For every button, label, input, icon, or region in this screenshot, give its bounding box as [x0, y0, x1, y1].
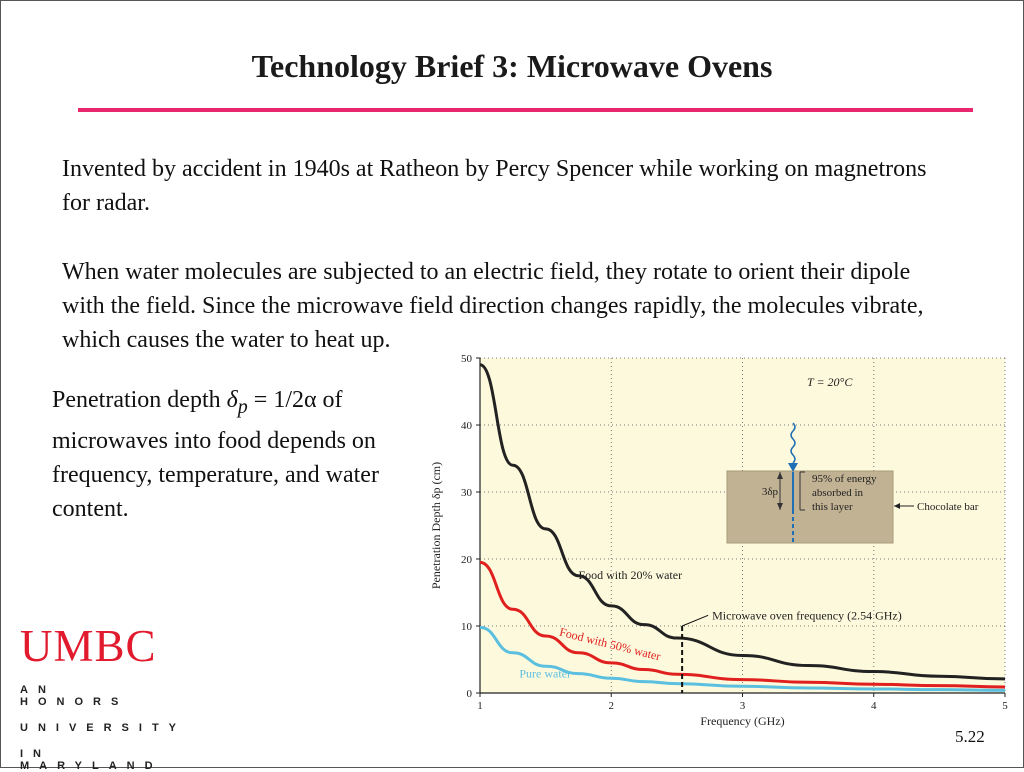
paragraph-invention: Invented by accident in 1940s at Ratheon… [62, 156, 927, 216]
depth-label: 3δp [762, 486, 779, 498]
x-tick-label: 4 [871, 700, 877, 712]
x-tick-label: 1 [477, 700, 483, 712]
delta-subscript: p [237, 395, 248, 418]
x-tick-label: 2 [609, 700, 615, 712]
frequency-marker: Microwave oven frequency (2.54 GHz) [681, 608, 902, 693]
marker-label: Microwave oven frequency (2.54 GHz) [712, 608, 902, 622]
series-label-pure-water: Pure water [519, 667, 571, 681]
temperature-label: T = 20°C [807, 375, 853, 389]
chocolate-pointer-head [894, 503, 900, 509]
side-text-start: Penetration depth [52, 387, 227, 413]
logo-line-3: IN MARYLAND [20, 748, 163, 772]
logo-line-2: UNIVERSITY [20, 722, 187, 734]
x-tick-label: 5 [1002, 700, 1008, 712]
title-underline [78, 108, 973, 112]
arrow-head [788, 463, 798, 472]
y-tick-label: 50 [461, 353, 473, 365]
energy-label-3: this layer [812, 501, 853, 513]
y-axis-label: Penetration Depth δp (cm) [429, 462, 443, 589]
y-tick-label: 30 [461, 487, 473, 499]
chocolate-bar [726, 470, 894, 544]
depth-arrow-down [777, 503, 783, 510]
y-tick-label: 10 [461, 621, 473, 633]
side-text-end: = 1/2α of microwaves into food depends o… [52, 387, 379, 522]
depth-arrow-up [777, 472, 783, 479]
marker-pointer [681, 614, 709, 627]
x-axis-label: Frequency (GHz) [700, 714, 784, 728]
slide-title: Technology Brief 3: Microwave Ovens [251, 48, 773, 84]
y-tick-label: 40 [461, 420, 473, 432]
energy-label-2: absorbed in [812, 487, 864, 499]
axes [476, 357, 1006, 697]
logo-line-1: AN HONORS [20, 684, 129, 708]
y-tick-label: 0 [467, 688, 473, 700]
chocolate-bar-inset: 3δp 95% of energy absorbed in this layer… [726, 422, 979, 544]
energy-label-1: 95% of energy [812, 473, 877, 485]
series-line-2 [479, 625, 1006, 692]
series-label-20-water: Food with 20% water [578, 568, 682, 582]
chocolate-label: Chocolate bar [917, 501, 979, 513]
x-tick-label: 3 [740, 700, 746, 712]
penetration-depth-text: Penetration depth δp = 1/2α of microwave… [52, 383, 392, 526]
umbc-logo: UMBC AN HONORS UNIVERSITY IN MARYLAND [20, 621, 187, 772]
y-tick-label: 20 [461, 554, 473, 566]
wave-icon [790, 422, 796, 464]
series-line-0 [479, 363, 1006, 681]
paragraph-water-molecules: When water molecules are subjected to an… [62, 259, 924, 353]
series-lines [479, 363, 1006, 692]
page-number: 5.22 [955, 727, 985, 746]
logo-wordmark: UMBC [20, 621, 157, 671]
series-line-1 [479, 560, 1006, 689]
delta-symbol: δ [226, 387, 238, 413]
